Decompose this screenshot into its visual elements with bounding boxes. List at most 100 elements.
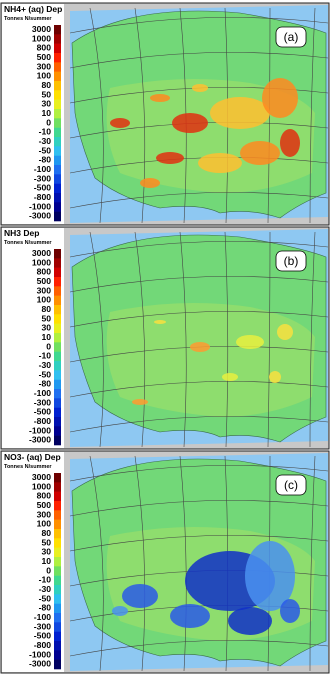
colorbar-label: -50 (39, 369, 52, 379)
grid-line (89, 7, 104, 224)
colorbar-segment (54, 557, 61, 567)
deposition-area (210, 97, 270, 129)
colorbar-label: 100 (37, 519, 52, 529)
colorbar-label: 50 (41, 89, 51, 99)
deposition-area (192, 84, 208, 92)
colorbar-segment (54, 650, 61, 660)
panel-label: (a) (284, 30, 299, 44)
colorbar-label: 0 (46, 341, 51, 351)
colorbar-label: 30 (41, 323, 51, 333)
colorbar-segment (54, 613, 61, 623)
colorbar-segment (54, 62, 61, 72)
colorbar-segment (54, 81, 61, 91)
colorbar-segment (54, 641, 61, 651)
deposition-area (269, 371, 281, 383)
colorbar-label: 10 (41, 108, 51, 118)
colorbar-label: -50 (39, 145, 52, 155)
grid-line (69, 157, 329, 174)
deposition-area (240, 141, 280, 165)
colorbar-label: 50 (41, 313, 51, 323)
grid-line (69, 52, 329, 69)
colorbar-label: 100 (37, 295, 52, 305)
colorbar-segment (54, 575, 61, 586)
colorbar-label: -800 (34, 416, 51, 426)
deposition-area (198, 153, 242, 173)
colorbar-segment (54, 351, 61, 362)
colorbar-segment (54, 389, 61, 399)
colorbar-segment (54, 286, 61, 296)
colorbar-segment (54, 155, 61, 166)
deposition-area (280, 129, 300, 157)
grid-line (179, 231, 187, 448)
colorbar-label: 100 (37, 71, 52, 81)
deposition-area (156, 152, 184, 164)
colorbar-label: 10 (41, 332, 51, 342)
colorbar-segment (54, 43, 61, 54)
grid-line (69, 500, 329, 517)
grid-line (134, 231, 146, 448)
colorbar-label: 0 (46, 117, 51, 127)
colorbar-label: 800 (37, 491, 52, 501)
colorbar-label: -80 (39, 603, 52, 613)
colorbar-segment (54, 501, 61, 511)
colorbar-label: 800 (37, 267, 52, 277)
colorbar-label: -3000 (29, 659, 51, 669)
colorbar-segment (54, 435, 61, 446)
colorbar-segment (54, 211, 61, 222)
colorbar-segment (54, 34, 61, 44)
colorbar-segment (54, 659, 61, 670)
colorbar-label: 500 (37, 276, 52, 286)
panel-label-box (275, 26, 307, 48)
grid-line (267, 231, 271, 448)
colorbar-label: -50 (39, 593, 52, 603)
colorbar-segment (54, 25, 61, 35)
colorbar-label: 3000 (32, 472, 51, 482)
colorbar-label: -100 (34, 388, 51, 398)
colorbar-label: -300 (34, 397, 51, 407)
grid-line (89, 231, 104, 448)
colorbar-segment (54, 277, 61, 287)
colorbar-label: -10 (39, 127, 52, 137)
colorbar-label: -1000 (29, 649, 51, 659)
colorbar-segment (54, 398, 61, 408)
deposition-area (277, 324, 293, 340)
colorbar-segment (54, 585, 61, 595)
colorbar-label: -500 (34, 631, 51, 641)
colorbar-label: 300 (37, 61, 52, 71)
panel-title: NH3 Dep (4, 228, 39, 238)
colorbar-label: 80 (41, 304, 51, 314)
deposition-area (262, 78, 298, 118)
land-interior (106, 303, 316, 417)
panel-title: NO3- (aq) Dep (4, 452, 61, 462)
colorbar-label: -1000 (29, 201, 51, 211)
colorbar-label: 500 (37, 500, 52, 510)
colorbar-label: -80 (39, 379, 52, 389)
grid-line (69, 241, 329, 258)
grid-line (69, 465, 329, 482)
colorbar-segment (54, 491, 61, 502)
deposition-area (110, 118, 130, 128)
grid-line (179, 455, 187, 672)
deposition-area (245, 541, 295, 611)
colorbar-segment (54, 118, 61, 128)
colorbar-segment (54, 547, 61, 558)
colorbar-segment (54, 473, 61, 483)
grid-line (69, 276, 329, 293)
colorbar-label: -100 (34, 164, 51, 174)
colorbar-segment (54, 314, 61, 324)
colorbar-segment (54, 90, 61, 100)
colorbar-label: 10 (41, 556, 51, 566)
colorbar-segment (54, 193, 61, 203)
colorbar-label: -10 (39, 351, 52, 361)
grid-line (309, 231, 316, 448)
colorbar-segment (54, 407, 61, 418)
colorbar-label: 1000 (32, 33, 51, 43)
deposition-area (112, 606, 128, 616)
colorbar-segment (54, 361, 61, 371)
deposition-area (154, 320, 166, 324)
colorbar-label: -300 (34, 621, 51, 631)
panel-label: (b) (284, 254, 299, 268)
colorbar-label: -3000 (29, 435, 51, 445)
